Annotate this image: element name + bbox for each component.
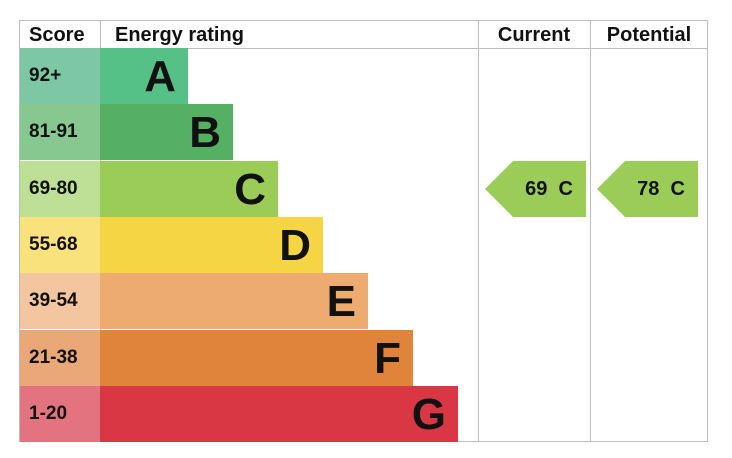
header-divider xyxy=(19,48,708,49)
rating-bar-b: B xyxy=(100,104,233,161)
score-range-g: 1-20 xyxy=(20,385,100,442)
header-current: Current xyxy=(497,24,571,46)
score-range-e: 39-54 xyxy=(20,273,100,330)
score-range-b: 81-91 xyxy=(20,104,100,161)
rating-bar-g: G xyxy=(100,385,458,442)
header-score: Score xyxy=(29,24,85,46)
divider xyxy=(590,20,591,442)
score-range-d: 55-68 xyxy=(20,216,100,273)
score-range-c: 69-80 xyxy=(20,160,100,217)
score-range-a: 92+ xyxy=(20,48,100,104)
rating-bar-d: D xyxy=(100,216,323,273)
score-range-f: 21-38 xyxy=(20,329,100,386)
potential-rating-label: 78 C xyxy=(637,177,685,200)
rating-bar-e: E xyxy=(100,273,368,330)
header-potential: Potential xyxy=(606,24,692,46)
rating-bar-a: A xyxy=(100,48,188,104)
rating-bar-f: F xyxy=(100,329,413,386)
current-rating-arrow: 69 C xyxy=(485,160,586,217)
current-rating-label: 69 C xyxy=(525,177,573,200)
divider xyxy=(478,20,479,442)
rating-bar-c: C xyxy=(100,160,278,217)
potential-rating-arrow: 78 C xyxy=(597,160,698,217)
header-energy-rating: Energy rating xyxy=(115,24,244,46)
